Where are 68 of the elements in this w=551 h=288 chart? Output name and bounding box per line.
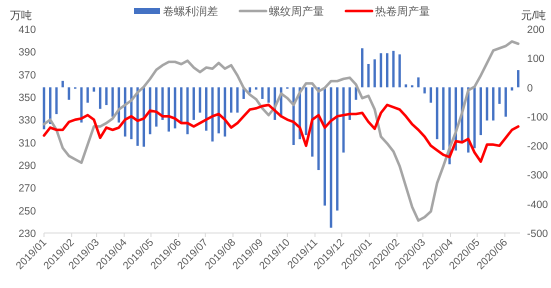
bar: [480, 87, 482, 136]
y2-tick-label: -200: [527, 140, 548, 153]
bar: [261, 87, 264, 99]
y-axis-title: 万吨: [10, 9, 32, 22]
bar: [324, 87, 326, 206]
bar: [111, 87, 114, 117]
y2-tick-label: -500: [527, 228, 548, 240]
bar: [148, 87, 152, 134]
bar: [105, 87, 108, 106]
bar: [380, 53, 382, 88]
legend-label: 螺纹周产量: [269, 5, 324, 18]
bar: [442, 87, 445, 150]
y-tick-label: 410: [18, 24, 36, 36]
y-tick-label: 390: [18, 46, 36, 59]
bar: [80, 87, 83, 123]
bar: [374, 59, 376, 88]
bar: [86, 87, 89, 103]
bar: [386, 53, 388, 88]
y2-tick-label: -300: [527, 170, 548, 182]
bar: [348, 87, 351, 120]
bar: [304, 87, 308, 136]
y2-tick-label: 100: [527, 53, 545, 66]
bar: [98, 87, 102, 109]
y-tick-label: 370: [18, 69, 36, 82]
y-tick-label: 350: [18, 92, 36, 104]
bar: [504, 87, 507, 117]
bar: [436, 87, 438, 140]
bar: [155, 87, 158, 127]
legend-label: 热卷周产量: [375, 5, 430, 18]
bar: [92, 87, 96, 92]
bar: [404, 84, 408, 88]
bar: [423, 87, 426, 94]
y2-tick-label: -400: [527, 198, 548, 211]
bar: [49, 87, 52, 124]
legend-label: 卷螺利润差: [163, 5, 218, 18]
bar: [248, 87, 252, 93]
bar: [142, 87, 146, 147]
bar: [392, 50, 395, 88]
bar: [205, 87, 208, 131]
bar: [492, 87, 494, 121]
bar: [62, 80, 64, 88]
bar: [192, 87, 195, 120]
y2-tick-label: 200: [527, 24, 545, 36]
bar: [236, 87, 239, 113]
bar: [417, 77, 420, 88]
bar: [161, 87, 164, 120]
bar: [430, 87, 432, 103]
bar: [267, 87, 270, 103]
y-tick-label: 310: [18, 137, 36, 150]
line-series: [42, 104, 520, 163]
line-series: [42, 40, 520, 222]
y2-tick-label: -100: [527, 111, 548, 124]
bar: [361, 48, 364, 88]
bar: [336, 87, 338, 211]
y-tick-label: 270: [18, 182, 36, 195]
bar: [398, 54, 401, 88]
bar: [218, 87, 220, 134]
y2-axis-title: 元/吨: [520, 9, 546, 22]
y-tick-label: 290: [18, 160, 36, 172]
y-tick-label: 250: [18, 205, 36, 218]
y2-tick-label: 0: [527, 82, 533, 94]
y-tick-label: 230: [18, 228, 36, 240]
bar: [168, 87, 170, 132]
bar: [517, 70, 520, 88]
y-tick-label: 330: [18, 114, 36, 127]
bar: [254, 87, 258, 90]
bar: [180, 87, 182, 124]
bar: [230, 87, 232, 113]
